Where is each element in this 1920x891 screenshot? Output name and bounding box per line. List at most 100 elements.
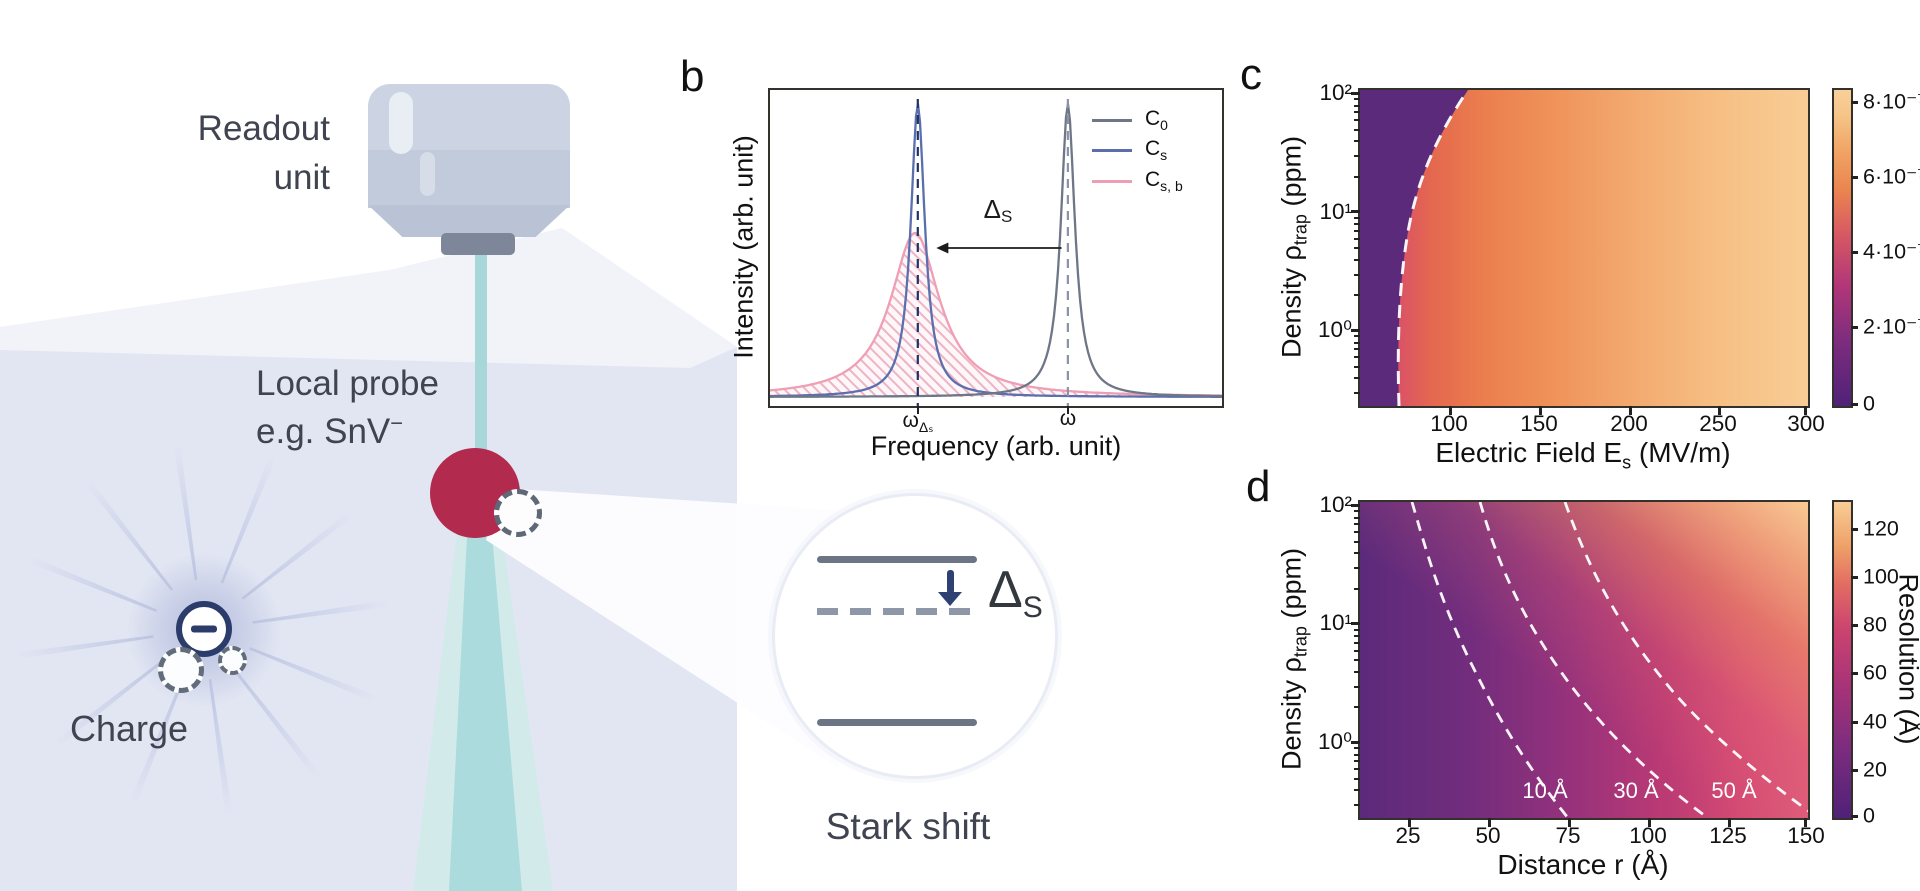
panel-d-cbar-label: 100: [1863, 564, 1899, 589]
contour-30A: [1478, 502, 1709, 818]
panel-c-xtick: 150: [1520, 411, 1558, 436]
energy-level-upper: [817, 556, 977, 563]
panel-d-xtick: 100: [1629, 823, 1667, 848]
probe-label-line1: Local probe: [256, 364, 439, 403]
vacancy-circle-small: [218, 646, 247, 675]
panel-d-cbar-tick: [1851, 528, 1858, 531]
panel-c-ytick-10: 10¹: [1319, 199, 1352, 224]
panel-c-cbar-label: 6·10⁻⁷: [1863, 164, 1920, 189]
readout-objective-body: [368, 150, 570, 208]
objective-highlight: [389, 92, 413, 154]
down-arrow-head-icon: [938, 592, 962, 606]
panel-d-xtick: 50: [1475, 823, 1501, 848]
panel-c-ytick-mark: [1351, 210, 1360, 213]
panel-c-xtick: 100: [1430, 411, 1468, 436]
objective-highlight: [420, 152, 435, 196]
panel-d-xtick-mark: [1804, 818, 1807, 827]
panel-d-colorbar: [1832, 500, 1853, 820]
panel-c-ytick-mark: [1351, 329, 1360, 332]
panel-d-cbar-tick: [1851, 672, 1858, 675]
legend-item: Cs: [1092, 137, 1167, 163]
energy-level-shifted-dashed: [817, 608, 977, 615]
panel-d-xtick-mark: [1728, 818, 1731, 827]
panel-d-cbar-tick: [1851, 769, 1858, 772]
panel-b-delta-annotation: ΔS: [983, 194, 1013, 226]
panel-c-xtick-mark: [1718, 406, 1721, 415]
panel-d-ytick-1: 10⁰: [1317, 729, 1352, 754]
probe-label-line2: e.g. SnV−: [256, 409, 404, 451]
readout-label-line2: unit: [273, 158, 330, 197]
contour-50A: [1563, 502, 1808, 813]
panel-b-curves-svg: [770, 99, 1222, 406]
delta-symbol: Δ: [988, 561, 1023, 619]
panel-c-cbar-tick: [1851, 176, 1858, 179]
energy-level-lower: [817, 719, 977, 726]
panel-c-xlabel: Electric Field Es (MV/m): [1435, 437, 1731, 473]
legend-line-cs: [1092, 148, 1132, 152]
panel-d-xtick-mark: [1568, 818, 1571, 827]
vacancy-circle-large: [158, 647, 204, 693]
readout-objective-taper: [368, 205, 570, 237]
panel-d-cbar-label: 60: [1863, 660, 1887, 685]
stark-shift-delta-label: ΔS: [988, 560, 1043, 624]
panel-c-cbar-tick: [1851, 403, 1858, 406]
panel-c-xtick-mark: [1629, 406, 1632, 415]
delta-subscript: S: [1022, 591, 1043, 624]
panel-d-heatmap: [1358, 500, 1810, 820]
legend-item: C0: [1092, 107, 1168, 133]
panel-d-cbar-label: 0: [1863, 803, 1875, 828]
panel-c-ytick-100: 10²: [1319, 80, 1352, 105]
panel-c-cbar-label: 0: [1863, 391, 1875, 416]
legend-line-c0: [1092, 118, 1132, 122]
panel-c-xtick: 300: [1787, 411, 1825, 436]
panel-b-plot: C0 Cs Cs, b: [768, 88, 1224, 408]
panel-d-xtick-mark: [1408, 818, 1411, 827]
panel-c-contour-svg: [1360, 90, 1470, 406]
panel-d-letter: d: [1246, 462, 1271, 511]
panel-c-cbar-label: 2·10⁻⁷: [1863, 314, 1920, 339]
panel-c-cbar-label: 8·10⁻⁷: [1863, 89, 1920, 114]
panel-d-xtick: 150: [1787, 823, 1825, 848]
legend-item: Cs, b: [1092, 168, 1183, 194]
panel-c-xtick-mark: [1804, 406, 1807, 415]
panel-d-cbar-label: 20: [1863, 757, 1887, 782]
panel-c-xtick: 250: [1699, 411, 1737, 436]
panel-c-cbar-tick: [1851, 101, 1858, 104]
panel-d-cbar-label: 40: [1863, 709, 1887, 734]
panel-c-heatmap: [1358, 88, 1810, 408]
panel-d-cbar-label: 120: [1863, 516, 1899, 541]
panel-c-xtick-mark: [1539, 406, 1542, 415]
down-arrow-icon: [947, 570, 954, 594]
stark-shift-label: Stark shift: [825, 806, 991, 847]
readout-label-line1: Readout: [197, 109, 330, 148]
panel-d-cbar-tick: [1851, 815, 1858, 818]
panel-d-cbar-tick: [1851, 624, 1858, 627]
panel-c-xtick-mark: [1449, 406, 1452, 415]
minus-icon: [191, 625, 217, 633]
readout-objective-tip: [441, 233, 515, 255]
panel-c-xtick: 200: [1610, 411, 1648, 436]
panel-c-ytick-1: 10⁰: [1317, 317, 1352, 342]
panel-d-cbar-label: 80: [1863, 612, 1887, 637]
panel-c-colorbar: [1832, 88, 1853, 408]
panel-b-ylabel: Intensity (arb. unit): [728, 135, 759, 359]
panel-c-ytick-mark: [1351, 92, 1360, 95]
panel-c-zero-region: [1360, 90, 1468, 406]
panel-d-contour-svg: [1410, 502, 1808, 818]
panel-d-cbar-tick: [1851, 721, 1858, 724]
legend-line-csb: [1092, 179, 1132, 183]
contour-label-50A: 50 Å: [1711, 778, 1757, 803]
laser-beam: [475, 248, 487, 503]
panel-d-ytick-mark: [1351, 504, 1360, 507]
stark-shift-inset-circle: [772, 493, 1058, 779]
panel-b-xlabel: Frequency (arb. unit): [870, 431, 1122, 461]
panel-c-cbar-tick: [1851, 326, 1858, 329]
charge-label: Charge: [70, 708, 189, 749]
panel-d-xtick-mark: [1648, 818, 1651, 827]
panel-d-cbar-tick: [1851, 576, 1858, 579]
panel-b-xtick-omega-shifted: ωΔₛ: [902, 409, 934, 436]
panel-d-ytick-mark: [1351, 622, 1360, 625]
panel-d-minor-ticks: [1354, 502, 1360, 818]
panel-d-xtick: 125: [1709, 823, 1747, 848]
